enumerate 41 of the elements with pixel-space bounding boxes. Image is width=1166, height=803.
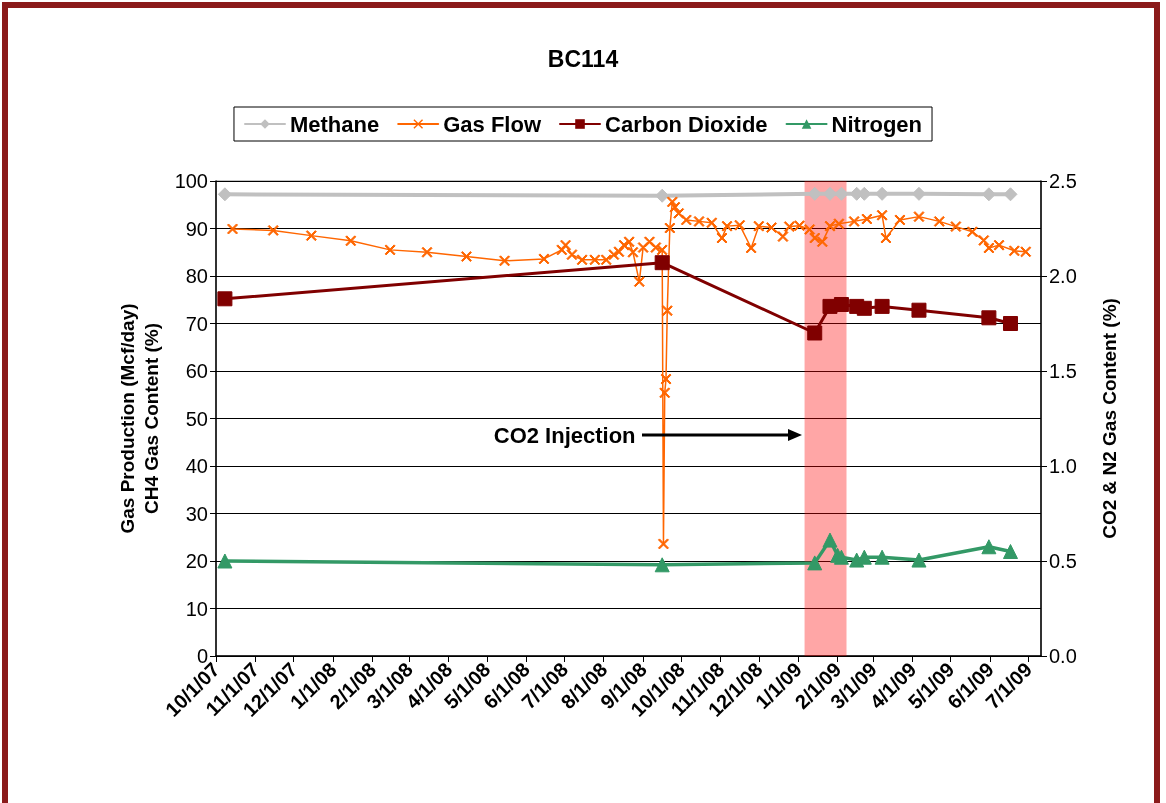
y-tick-label: 40: [185, 455, 208, 477]
y-tick-label: 30: [185, 502, 208, 525]
annotation: CO2 Injection: [493, 422, 636, 448]
y-tick-label: 70: [185, 312, 208, 335]
y-tick-label: 90: [185, 217, 208, 240]
point: [1002, 544, 1018, 559]
y2-tick-label: 1.0: [1049, 455, 1077, 477]
y2-tick-label: 0.0: [1049, 645, 1077, 667]
point: [911, 552, 927, 568]
point: [981, 310, 997, 326]
point: [1002, 316, 1018, 331]
point: [874, 298, 890, 314]
y2-tick-label: 2.0: [1049, 265, 1077, 287]
point: [822, 532, 838, 548]
y-tick-label: 50: [185, 407, 208, 430]
point: [874, 549, 890, 565]
point: [911, 302, 927, 318]
point: [981, 539, 997, 555]
legend-label: Carbon Dioxide: [605, 111, 768, 137]
y-tick-label: 20: [185, 550, 208, 572]
y-tick-label: 10: [185, 597, 208, 620]
legend-label: Nitrogen: [831, 111, 923, 137]
point: [217, 291, 233, 307]
point: [217, 553, 233, 569]
legend-label: Gas Flow: [443, 111, 542, 137]
y-tick-label: 100: [174, 170, 208, 192]
point: [654, 255, 670, 271]
point: [833, 297, 849, 312]
y2-tick-label: 1.5: [1049, 360, 1077, 382]
y-axis-title: Gas Production (Mcf/day) CH4 Gas Content (%): [117, 303, 163, 534]
point: [654, 557, 670, 573]
y2-tick-label: 2.5: [1049, 170, 1077, 192]
y-tick-label: 80: [185, 265, 208, 287]
y2-axis-title: CO2 & N2 Gas Content (%): [1098, 298, 1120, 539]
y-tick-label: 60: [185, 360, 208, 382]
chart-title: BC114: [547, 45, 619, 72]
point: [856, 300, 872, 316]
legend-label: Methane: [289, 111, 380, 137]
point: [807, 555, 823, 571]
y2-tick-label: 0.5: [1049, 550, 1077, 572]
point: [807, 325, 823, 341]
